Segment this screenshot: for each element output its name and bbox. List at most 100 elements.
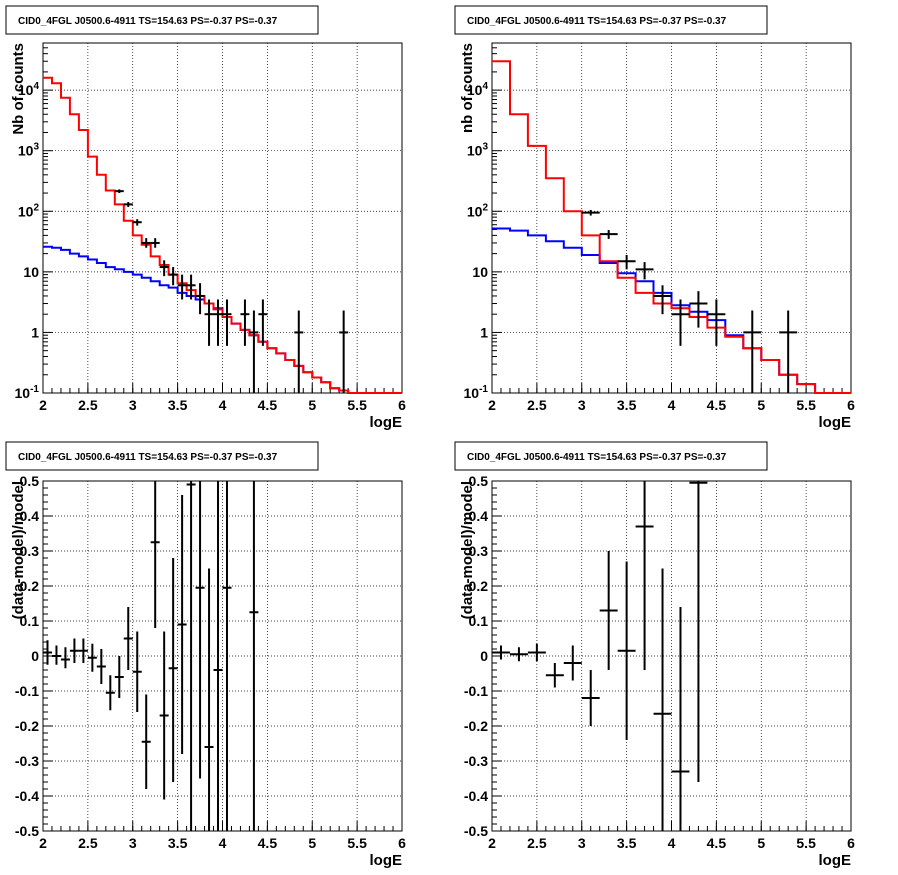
chart-title: CID0_4FGL J0500.6-4911 TS=154.63 PS=-0.3… xyxy=(467,16,727,27)
data-point xyxy=(123,202,133,207)
x-tick-label: 2 xyxy=(39,835,47,851)
x-tick-label: 5.5 xyxy=(347,835,367,851)
y-tick-label: 104 xyxy=(18,81,40,98)
data-point xyxy=(689,481,708,782)
data-point xyxy=(240,299,250,346)
x-tick-label: 3.5 xyxy=(617,397,637,413)
data-point xyxy=(114,656,124,698)
data-point xyxy=(635,262,654,280)
x-tick-label: 3 xyxy=(578,835,586,851)
chart-panel: 2 2.5 3 3.5 4 4.5 5 5.5 6 -0.5 -0.4 -0.3 -0.2 -0.1 0 0.… xyxy=(5,441,406,869)
data-point xyxy=(204,299,214,346)
chart-panel: 2 2.5 3 3.5 4 4.5 5 5.5 6 10-1 1 10 102 103 104 logE nb … xyxy=(454,5,855,431)
y-axis-title: (data-model)/model xyxy=(459,481,476,619)
x-tick-label: 5 xyxy=(757,835,765,851)
x-tick-label: 3 xyxy=(129,835,137,851)
data-point xyxy=(141,238,151,248)
data-point xyxy=(186,274,196,300)
data-point xyxy=(150,238,160,248)
data-point xyxy=(222,481,232,831)
chart-title: CID0_4FGL J0500.6-4911 TS=154.63 PS=-0.3… xyxy=(18,16,278,27)
y-tick-label: -0.1 xyxy=(464,683,488,699)
data-point xyxy=(779,310,798,393)
y-tick-label: -0.5 xyxy=(15,823,39,839)
data-point xyxy=(141,694,151,789)
chart-panel: 2 2.5 3 3.5 4 4.5 5 5.5 6 10-1 1 10 102 103 104 logE Nb … xyxy=(5,5,406,431)
y-tick-label: 1 xyxy=(480,324,488,340)
data-point xyxy=(339,310,349,393)
data-point xyxy=(635,481,654,670)
x-tick-label: 2.5 xyxy=(527,397,547,413)
y-tick-label: 0.4 xyxy=(469,508,489,524)
x-axis-title: logE xyxy=(370,414,403,431)
data-point xyxy=(689,291,708,328)
x-tick-label: 5 xyxy=(757,397,765,413)
data-point xyxy=(105,675,115,711)
data-point xyxy=(581,209,600,216)
y-tick-label: 0 xyxy=(480,648,488,664)
data-point xyxy=(509,647,528,662)
data-point xyxy=(43,640,52,665)
data-point xyxy=(222,299,232,346)
y-tick-label: -0.3 xyxy=(15,753,39,769)
y-tick-label: -0.5 xyxy=(464,823,488,839)
y-tick-label: -0.1 xyxy=(15,683,39,699)
data-point xyxy=(671,607,690,831)
data-point xyxy=(599,551,618,670)
data-point xyxy=(69,638,79,663)
data-point xyxy=(177,495,187,754)
data-point xyxy=(87,643,97,672)
y-tick-label: 10-1 xyxy=(15,384,40,401)
data-point xyxy=(581,670,600,726)
y-tick-label: 0.1 xyxy=(469,613,489,629)
chart-title: CID0_4FGL J0500.6-4911 TS=154.63 PS=-0.3… xyxy=(18,452,278,463)
data-point xyxy=(51,645,61,665)
data-point xyxy=(204,568,214,831)
y-tick-label: 0.5 xyxy=(469,473,489,489)
x-tick-label: 2 xyxy=(488,397,496,413)
x-tick-label: 4 xyxy=(219,397,227,413)
chart-title: CID0_4FGL J0500.6-4911 TS=154.63 PS=-0.3… xyxy=(467,452,727,463)
y-axis-title: (data-model)/model xyxy=(10,481,27,619)
x-tick-label: 3 xyxy=(578,397,586,413)
data-point xyxy=(132,219,142,226)
data-point xyxy=(617,254,636,270)
y-tick-label: 102 xyxy=(467,202,489,219)
x-tick-label: 2 xyxy=(39,397,47,413)
y-tick-label: 104 xyxy=(467,81,489,98)
y-tick-label: 0 xyxy=(31,648,39,664)
model-total-step-line xyxy=(492,60,851,394)
y-tick-label: 10-1 xyxy=(464,384,489,401)
y-tick-label: -0.2 xyxy=(15,718,39,734)
x-tick-label: 3.5 xyxy=(168,835,188,851)
y-tick-label: 0.4 xyxy=(20,508,40,524)
x-axis-title: logE xyxy=(370,852,403,869)
data-point xyxy=(150,481,160,628)
data-point xyxy=(168,558,178,782)
x-tick-label: 3.5 xyxy=(168,397,188,413)
data-point xyxy=(294,310,304,393)
x-tick-label: 2 xyxy=(488,835,496,851)
y-axis-title: nb of counts xyxy=(459,43,476,133)
data-point xyxy=(671,299,690,346)
data-point xyxy=(159,631,169,800)
data-point xyxy=(168,267,178,286)
data-point xyxy=(258,299,268,346)
data-point xyxy=(617,561,636,740)
x-tick-label: 5.5 xyxy=(347,397,367,413)
title-box xyxy=(5,441,319,471)
data-point xyxy=(60,647,70,669)
title-box xyxy=(454,441,768,471)
model-total-step-line xyxy=(43,76,402,394)
y-tick-label: 0.2 xyxy=(20,578,40,594)
y-tick-label: 1 xyxy=(31,324,39,340)
y-tick-label: -0.3 xyxy=(464,753,488,769)
data-point xyxy=(599,230,618,239)
y-tick-label: 0.1 xyxy=(20,613,40,629)
data-point xyxy=(527,643,546,662)
y-tick-label: -0.4 xyxy=(15,788,39,804)
x-tick-label: 6 xyxy=(398,397,406,413)
data-point xyxy=(159,260,169,277)
data-point xyxy=(743,310,762,393)
x-tick-label: 4.5 xyxy=(258,397,278,413)
